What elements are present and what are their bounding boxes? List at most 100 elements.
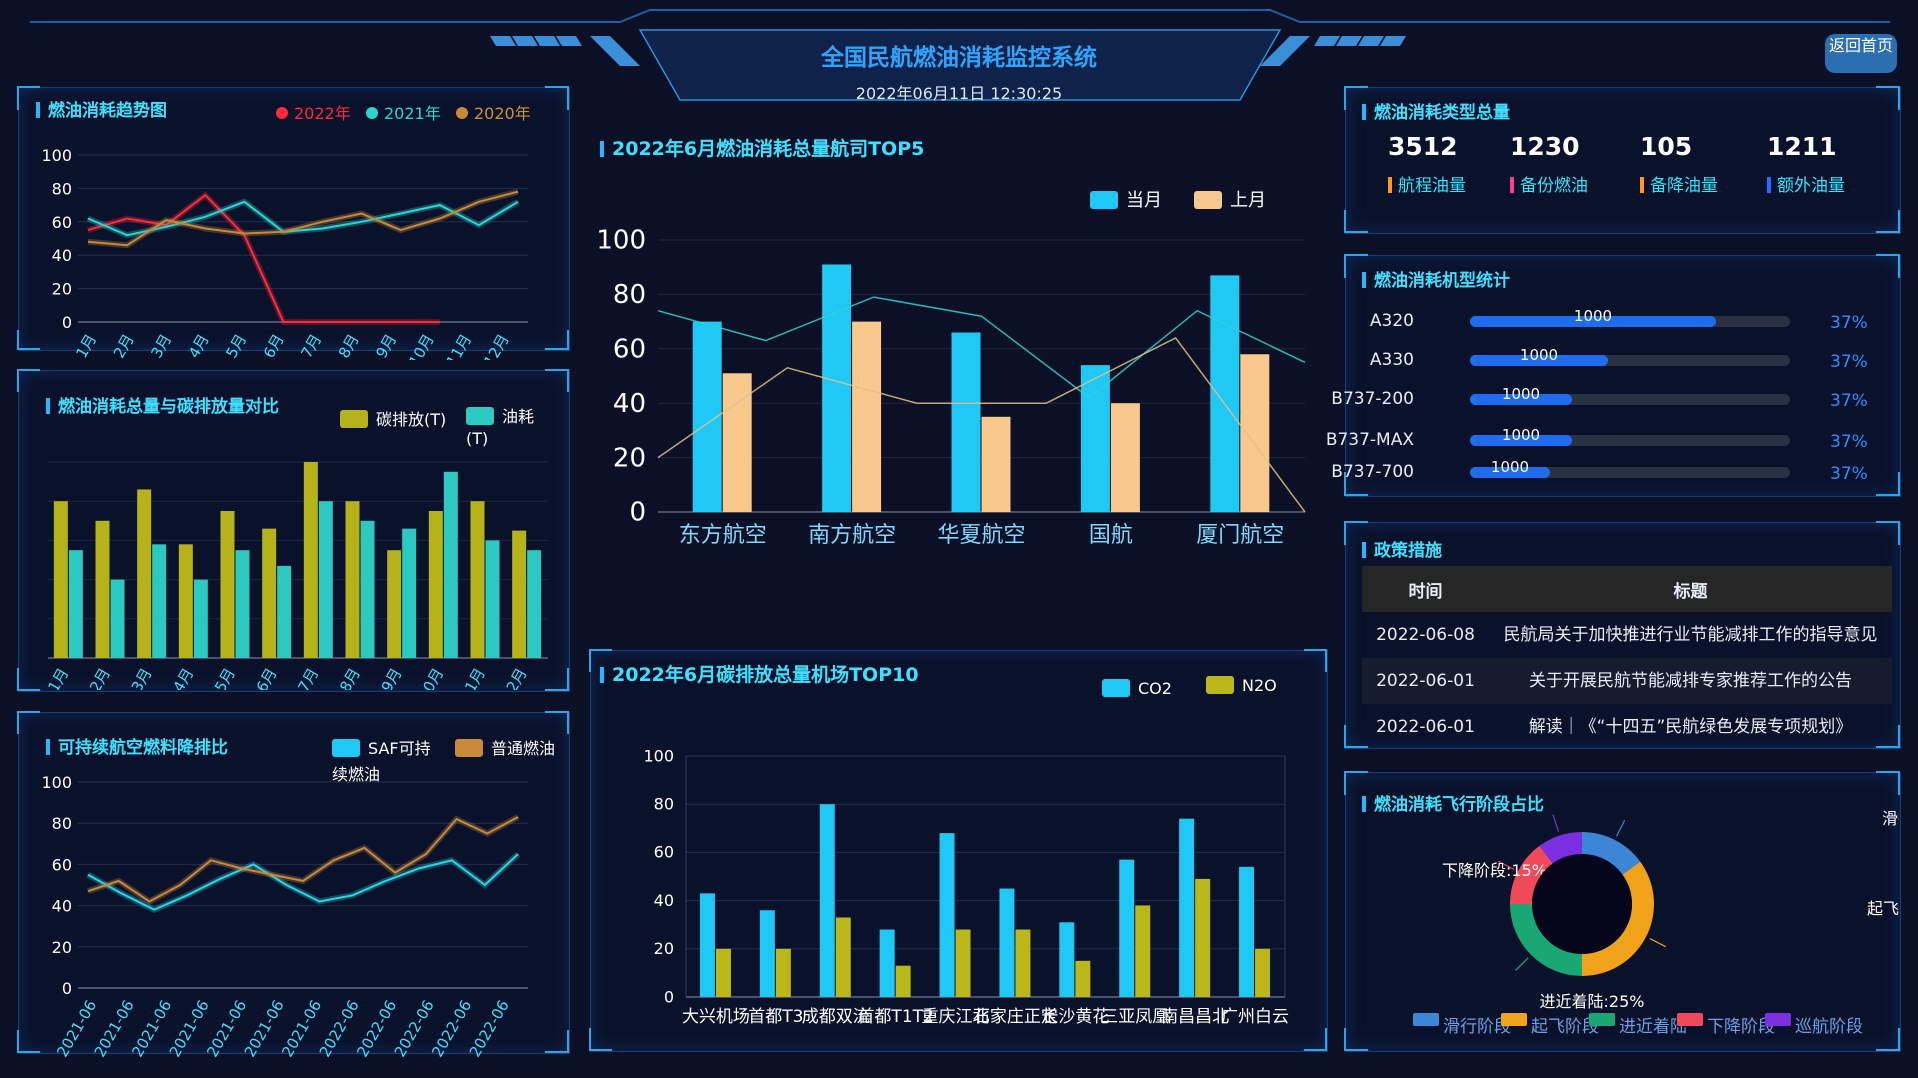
phases-title: 燃油消耗飞行阶段占比 bbox=[1362, 790, 1544, 815]
datetime: 2022年06月11日 12:30:25 bbox=[855, 84, 1063, 103]
model-value: 1000 bbox=[1501, 385, 1541, 403]
model-pct: 37% bbox=[1830, 391, 1868, 411]
legend-2020[interactable]: 2020年 bbox=[456, 100, 531, 124]
bar-N2O bbox=[1075, 960, 1091, 997]
bar-碳排放(T) bbox=[262, 528, 277, 658]
phases-chart: 滑行阶段:15%起飞阶段:35%进近着陆:25%下降阶段:15%巡航阶段:10%… bbox=[1413, 809, 1899, 1037]
y-tick-label: 100 bbox=[41, 146, 72, 165]
type-stat: 105 备降油量 bbox=[1640, 132, 1718, 196]
bar-上月 bbox=[1240, 354, 1270, 512]
legend-co2[interactable]: CO2 bbox=[1102, 676, 1172, 702]
bar-碳排放(T) bbox=[137, 489, 152, 658]
legend-2021[interactable]: 2021年 bbox=[366, 100, 441, 124]
bar-碳排放(T) bbox=[345, 501, 360, 658]
x-tick-label: 2月 bbox=[110, 331, 138, 360]
y-tick-label: 40 bbox=[52, 897, 72, 916]
x-tick-label: 1月 bbox=[72, 331, 100, 360]
x-tick-label: 6月 bbox=[260, 331, 288, 360]
policy-table-wrap: 时间 标题 2022-06-08 民航局关于加快推进行业节能减排工作的指导意见 20… bbox=[1362, 566, 1892, 750]
bar-当月 bbox=[1210, 275, 1240, 512]
model-track bbox=[1470, 435, 1790, 446]
type-stat-value: 1211 bbox=[1767, 132, 1837, 161]
slice-leader bbox=[1615, 819, 1626, 837]
x-tick-label: 8月 bbox=[336, 665, 364, 690]
model-value: 1000 bbox=[1501, 426, 1541, 444]
series-line-SAF可持续燃油 bbox=[87, 853, 519, 911]
legend-last-month[interactable]: 上月 bbox=[1194, 186, 1266, 212]
y-tick-label: 60 bbox=[613, 334, 646, 364]
x-tick-label: 2月 bbox=[86, 665, 114, 690]
legend-this-month[interactable]: 当月 bbox=[1090, 186, 1162, 212]
model-name: B737-MAX bbox=[1325, 430, 1414, 450]
policy-link[interactable]: 民航局关于加快推进行业节能减排工作的指导意见 bbox=[1503, 625, 1878, 645]
back-home-button[interactable]: 返回首页 bbox=[1825, 34, 1897, 73]
y-tick-label: 20 bbox=[613, 443, 646, 473]
model-track bbox=[1470, 467, 1790, 478]
types-title: 燃油消耗类型总量 bbox=[1362, 98, 1510, 123]
legend-label: 滑行阶段 bbox=[1443, 1017, 1511, 1037]
trend-chart: 0 20 40 60 80 100 1月 2月 3月 4月 5月 6月 7月 8月 9月 10月 11月 12月 bbox=[41, 146, 528, 360]
x-tick-label: 国航 bbox=[1089, 523, 1133, 548]
bar-油耗(T) bbox=[360, 520, 375, 658]
bar-油耗(T) bbox=[527, 550, 542, 658]
policy-row[interactable]: 2022-06-01 关于开展民航节能减排专家推荐工作的公告 bbox=[1362, 658, 1892, 704]
x-tick-label: 7月 bbox=[297, 331, 325, 360]
legend-fuel[interactable]: 油耗(T) bbox=[466, 407, 535, 448]
legend-2022[interactable]: 2022年 bbox=[276, 100, 351, 124]
bar-碳排放(T) bbox=[512, 530, 527, 658]
slice-巡航阶段 bbox=[1539, 832, 1582, 864]
bar-CO2 bbox=[879, 929, 895, 997]
top5-chart: 0 20 40 60 80 100 东方航空 南方航空 华夏航空 国航 厦门航空 bbox=[596, 226, 1306, 548]
x-tick-label: 4月 bbox=[169, 665, 197, 690]
model-row: A330 1000 37% bbox=[1360, 346, 1868, 374]
x-tick-label: 11月 bbox=[443, 331, 476, 360]
x-tick-label: 1月 bbox=[44, 665, 72, 690]
series-line-2021年 bbox=[87, 200, 519, 237]
x-tick-label: 南昌昌北 bbox=[1161, 1007, 1229, 1027]
legend-saf[interactable]: SAF可持续燃油 bbox=[332, 739, 431, 784]
bar-碳排放(T) bbox=[53, 501, 68, 658]
panel-trend bbox=[18, 87, 570, 351]
bar-油耗(T) bbox=[277, 565, 292, 658]
header-frame bbox=[30, 9, 1890, 101]
x-tick-label: 首都T1T2 bbox=[857, 1007, 933, 1027]
policy-link[interactable]: 关于开展民航节能减排专家推荐工作的公告 bbox=[1529, 671, 1852, 691]
top5-title: 2022年6月燃油消耗总量航司TOP5 bbox=[600, 134, 924, 161]
y-tick-label: 20 bbox=[52, 938, 72, 957]
bar-上月 bbox=[852, 321, 882, 512]
y-tick-label: 40 bbox=[52, 246, 72, 265]
x-tick-label: 重庆江北 bbox=[922, 1007, 990, 1027]
model-fill bbox=[1470, 467, 1550, 478]
legend-carbon[interactable]: 碳排放(T) bbox=[340, 406, 446, 430]
model-track bbox=[1470, 394, 1790, 405]
bar-油耗(T) bbox=[443, 471, 458, 658]
y-tick-label: 40 bbox=[654, 891, 674, 910]
model-value: 1000 bbox=[1519, 346, 1559, 364]
x-tick-label: 3月 bbox=[128, 665, 156, 690]
policy-row[interactable]: 2022-06-08 民航局关于加快推进行业节能减排工作的指导意见 bbox=[1362, 612, 1892, 658]
x-tick-label: 首都T3 bbox=[748, 1007, 803, 1027]
slice-label: 起飞阶段:35% bbox=[1867, 899, 1899, 918]
trend-line-1 bbox=[657, 336, 1306, 513]
y-tick-label: 0 bbox=[62, 979, 72, 998]
policy-title: 政策措施 bbox=[1362, 536, 1442, 561]
x-tick-label: 三亚凤凰 bbox=[1101, 1007, 1169, 1027]
compare-chart: 1月 2月 3月 4月 5月 6月 7月 8月 9月 10月 11月 12月 bbox=[44, 461, 548, 690]
bar-CO2 bbox=[1059, 922, 1075, 997]
x-tick-label: 7月 bbox=[294, 665, 322, 690]
policy-link[interactable]: 解读｜《“十四五”民航绿色发展专项规划》 bbox=[1528, 717, 1853, 737]
policy-date: 2022-06-08 bbox=[1376, 625, 1475, 645]
model-fill bbox=[1470, 355, 1608, 366]
legend-label: 起飞阶段 bbox=[1531, 1017, 1599, 1037]
legend-n2o[interactable]: N2O bbox=[1206, 676, 1277, 695]
type-stat-value: 3512 bbox=[1388, 132, 1458, 161]
bar-油耗(T) bbox=[485, 540, 500, 658]
bar-碳排放(T) bbox=[303, 462, 318, 658]
policy-row[interactable]: 2022-06-01 解读｜《“十四五”民航绿色发展专项规划》 bbox=[1362, 704, 1892, 750]
legend-normal[interactable]: 普通燃油 bbox=[455, 736, 555, 762]
bar-碳排放(T) bbox=[387, 550, 402, 658]
y-tick-label: 60 bbox=[52, 213, 72, 232]
bar-N2O bbox=[895, 965, 911, 997]
model-pct: 37% bbox=[1830, 313, 1868, 333]
policy-header-title: 标题 bbox=[1673, 581, 1708, 602]
